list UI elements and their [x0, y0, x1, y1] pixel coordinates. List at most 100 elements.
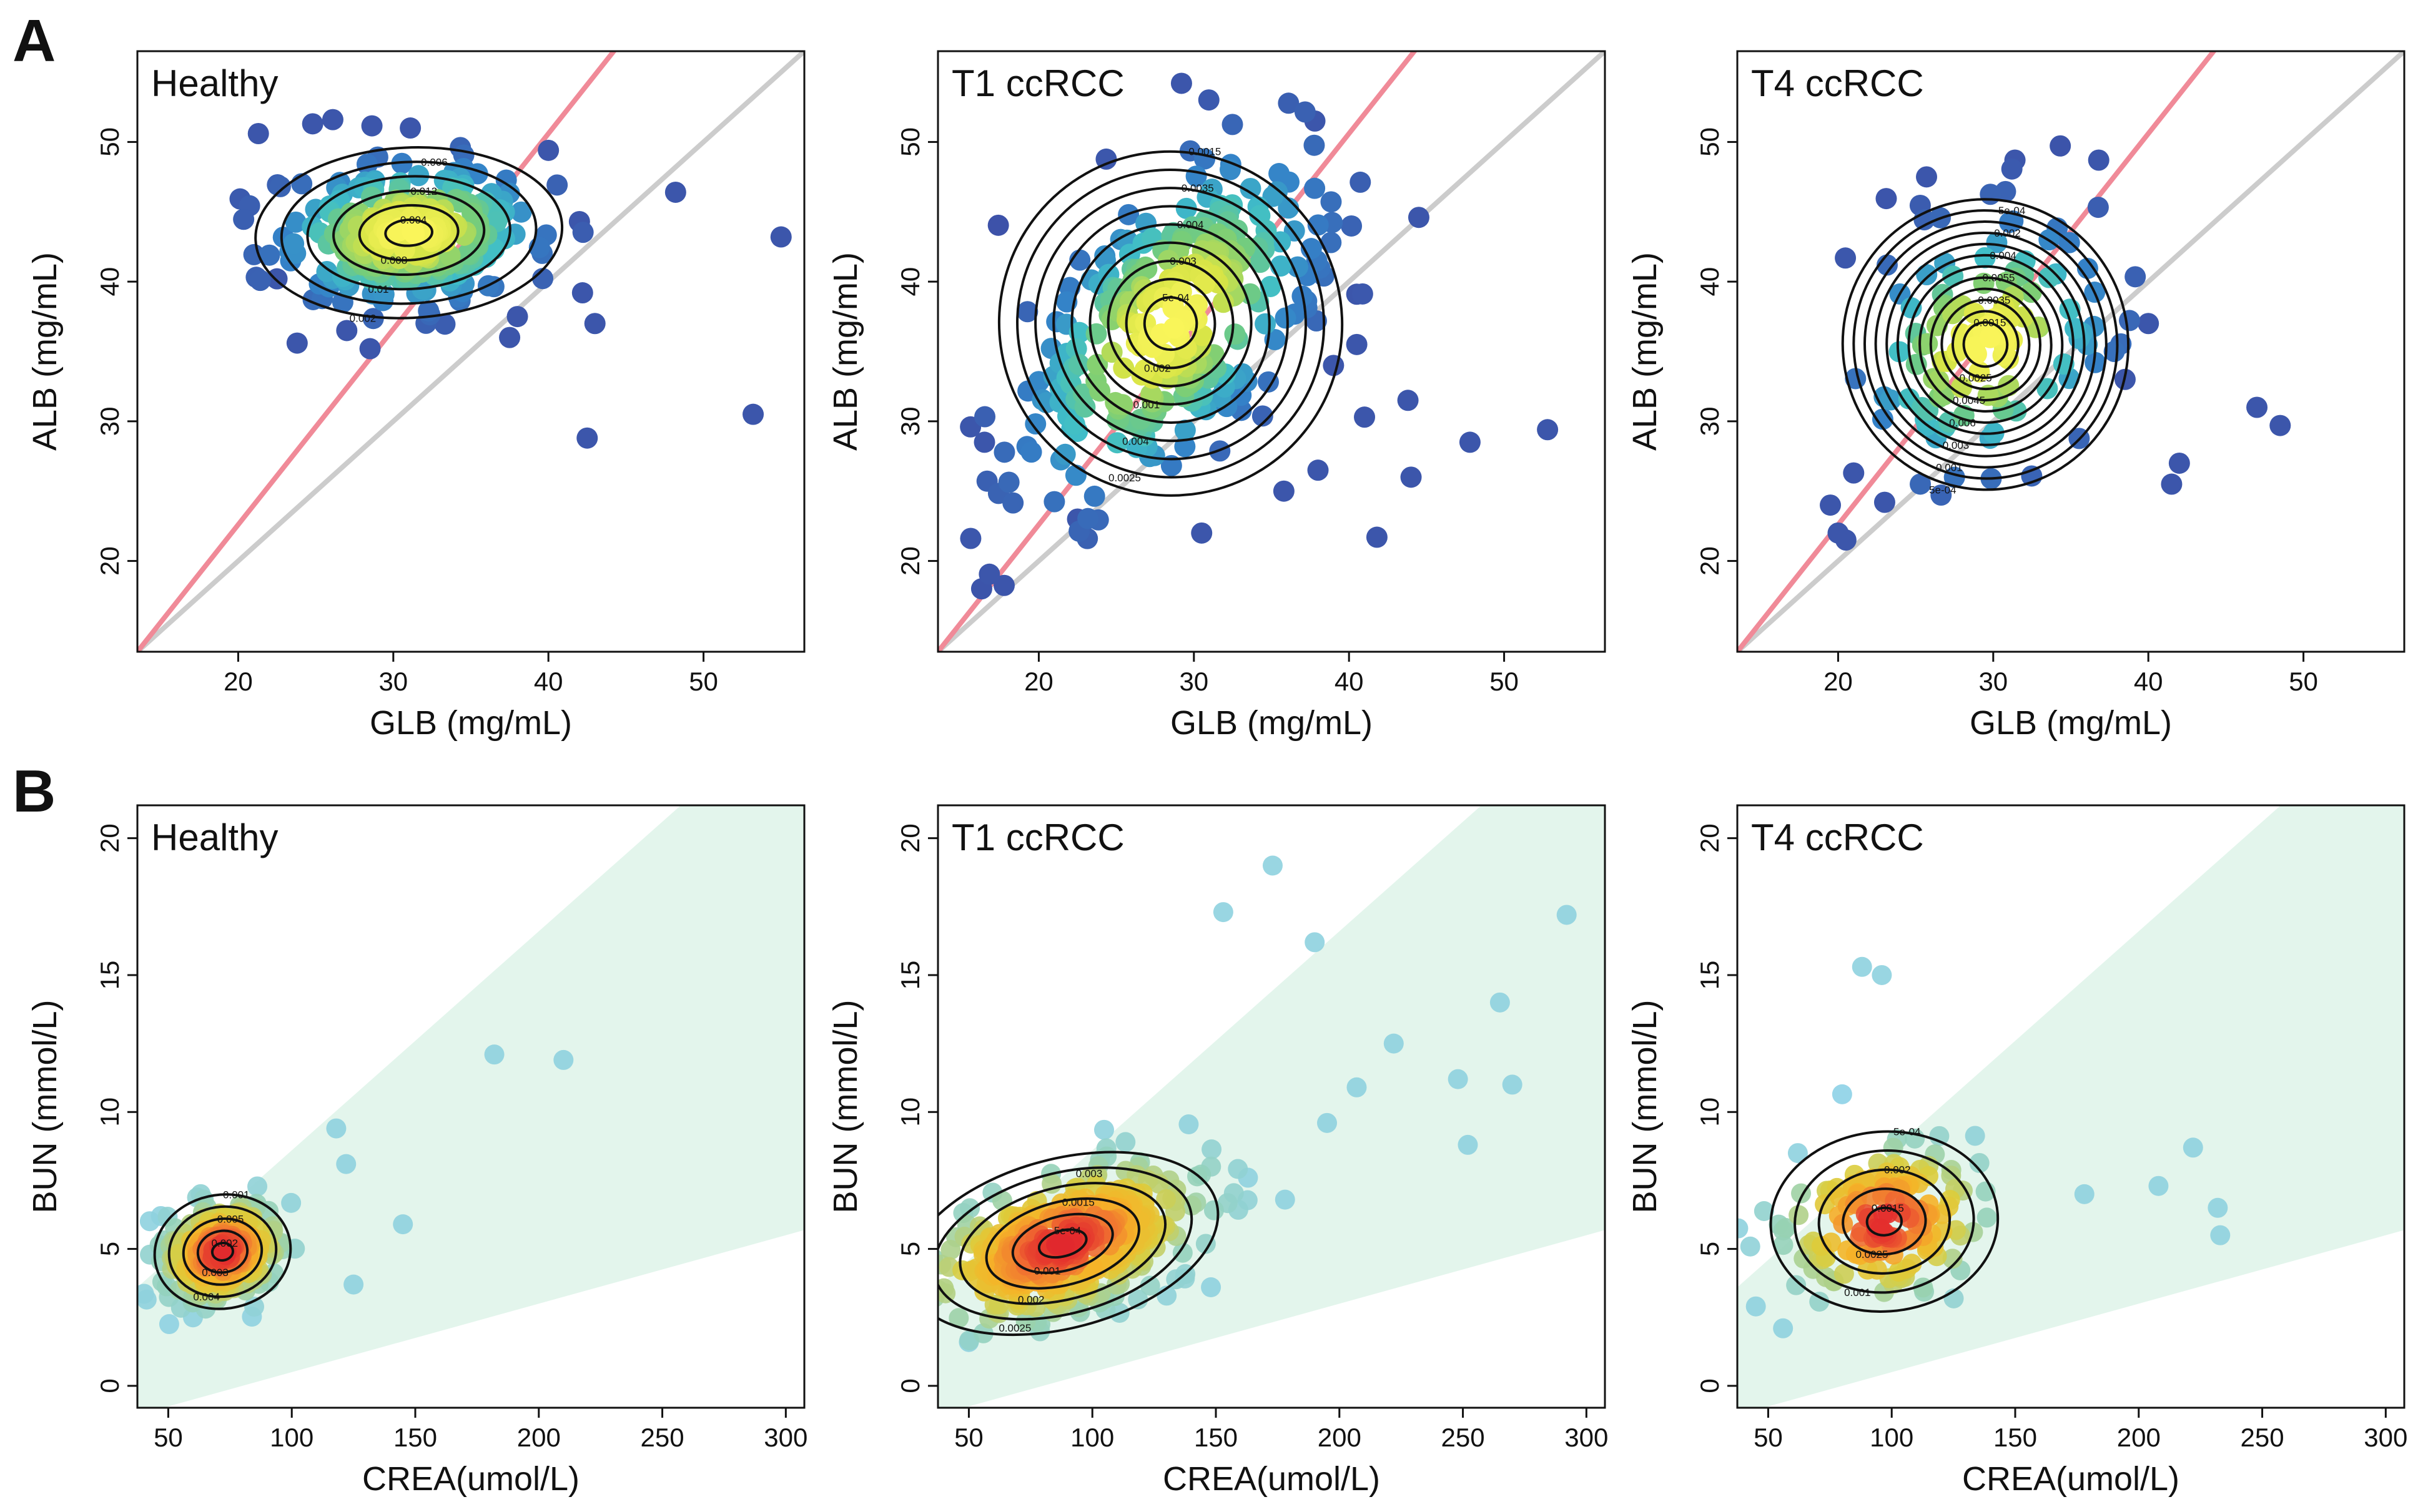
scatter-points: [852, 855, 1577, 1352]
plot-frame: [1736, 50, 2406, 653]
data-point: [484, 1044, 505, 1065]
contour-label: 0.002: [1018, 1294, 1045, 1305]
data-point: [1191, 522, 1213, 544]
data-point: [1287, 256, 1309, 278]
data-point: [1835, 529, 1857, 551]
contour-line: [985, 1197, 1140, 1290]
plot-area: 0.0015 0.0025 0.0035 0.0045 0.0055 0.006 0.004…: [1737, 51, 2404, 652]
data-point: [359, 338, 381, 360]
data-point: [917, 1285, 937, 1305]
data-point: [2001, 158, 2023, 180]
data-point: [2085, 351, 2106, 373]
contour-label: 0.001: [1844, 1287, 1871, 1298]
data-point: [1789, 1205, 1809, 1225]
contour-line: [1107, 259, 1235, 388]
contour-line: [196, 1229, 249, 1274]
data-point: [137, 1284, 154, 1304]
contour-label: 0.003: [1943, 439, 1970, 451]
data-point: [400, 117, 422, 139]
data-point: [664, 181, 686, 203]
y-tick-label: 5: [1695, 1242, 1724, 1256]
contour-label: 0.002: [1144, 362, 1171, 374]
data-point: [1083, 485, 1105, 507]
x-tick-label: 250: [2241, 1423, 2284, 1452]
data-point: [571, 282, 593, 304]
data-point: [326, 1118, 347, 1139]
reference-line-ratio: [1737, 51, 2217, 652]
data-point: [247, 122, 269, 144]
data-point: [994, 441, 1015, 463]
contour-line: [1034, 187, 1307, 461]
x-tick-label: 300: [1564, 1423, 1608, 1452]
data-point: [1916, 166, 1938, 188]
contour-line: [153, 1193, 292, 1310]
data-point: [1025, 413, 1047, 435]
plot-area: 0.0015 0.0025 0.002 0.001 5e-04: [1737, 805, 2404, 1408]
data-point: [1537, 419, 1559, 441]
contour-label: 5e-04: [1998, 205, 2025, 217]
x-tick-label: 250: [641, 1423, 684, 1452]
data-point: [2103, 340, 2125, 362]
data-point: [1942, 1249, 1963, 1269]
data-point: [896, 1272, 916, 1292]
density-contours: 0.004 0.008 0.012 0.01 0.006 0.002: [254, 146, 564, 324]
data-point: [1888, 341, 1910, 363]
data-point: [877, 1287, 897, 1307]
data-point: [434, 313, 456, 335]
data-point: [1228, 1159, 1248, 1179]
y-tick-label: 40: [896, 267, 925, 297]
data-point: [1262, 855, 1283, 876]
contour-line: [938, 1166, 1193, 1321]
data-point: [2148, 1176, 2169, 1196]
contour-line: [1841, 198, 2130, 491]
density-contours: 0.0015 0.0025 0.002 0.001 5e-04: [1769, 1126, 2000, 1313]
contour-line: [1842, 1187, 1927, 1256]
contour-label: 0.012: [411, 185, 438, 197]
data-point: [960, 528, 982, 549]
data-point: [249, 270, 271, 292]
x-tick-label: 50: [154, 1423, 183, 1452]
data-point: [506, 306, 528, 328]
contour-line: [1769, 1130, 2000, 1313]
plot-frame: [1736, 804, 2406, 1409]
data-point: [584, 313, 606, 335]
data-point: [1900, 297, 1922, 319]
data-point: [322, 109, 343, 130]
contour-line: [1865, 1206, 1903, 1237]
contour-line: [1052, 205, 1289, 443]
contour-line: [1143, 296, 1198, 351]
data-point: [1317, 1112, 1337, 1133]
data-point: [1213, 902, 1233, 923]
data-point: [2119, 310, 2141, 331]
data-point: [1198, 89, 1220, 111]
data-point: [1294, 101, 1316, 123]
contour-label: 0.001: [223, 1189, 250, 1201]
contour-line: [167, 1205, 278, 1298]
contour-line: [959, 1182, 1167, 1305]
data-point: [1986, 232, 2008, 253]
data-point: [1140, 1275, 1160, 1296]
data-point: [1786, 1275, 1807, 1295]
data-point: [1134, 359, 1156, 381]
data-point: [1278, 92, 1300, 114]
data-point: [1448, 1069, 1468, 1089]
y-tick-label: 20: [1695, 546, 1724, 576]
data-point: [1275, 307, 1296, 329]
data-point: [1017, 301, 1039, 323]
data-point: [1172, 1242, 1193, 1263]
contour-line: [1885, 242, 2086, 446]
x-tick-label: 30: [1978, 667, 2008, 696]
data-point: [244, 1297, 265, 1317]
y-tick-label: 15: [1695, 961, 1724, 990]
data-point: [1341, 215, 1363, 237]
data-point: [1873, 491, 1895, 513]
reference-line-identity: [1737, 51, 2404, 652]
data-point: [1346, 1077, 1367, 1097]
data-point: [538, 139, 560, 161]
contour-label: 0.0055: [1982, 272, 2015, 284]
x-tick-label: 40: [534, 667, 563, 696]
data-point: [1976, 1207, 1997, 1228]
x-tick-label: 200: [2117, 1423, 2161, 1452]
data-point: [852, 1270, 872, 1290]
data-point: [974, 406, 996, 428]
